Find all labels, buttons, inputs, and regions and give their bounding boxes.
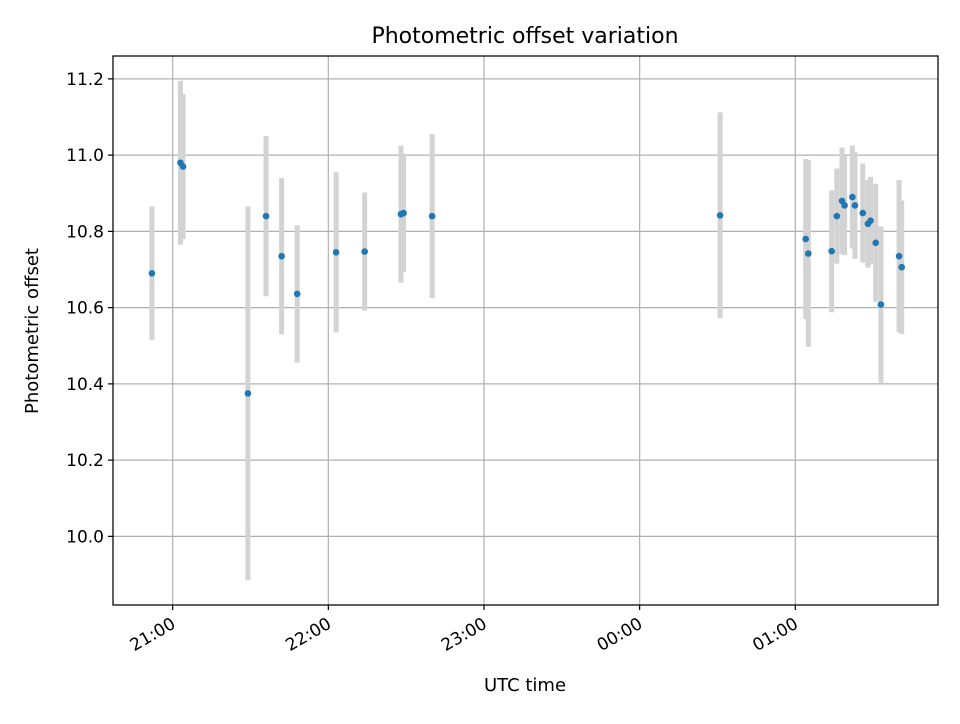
data-point	[332, 249, 340, 256]
y-tick-label: 10.6	[66, 299, 104, 319]
data-point	[802, 235, 809, 243]
data-point	[828, 247, 835, 255]
y-tick-label: 11.2	[66, 70, 104, 90]
data-point	[148, 270, 156, 277]
y-tick-label: 10.2	[66, 451, 104, 471]
data-point	[867, 217, 874, 224]
data-point	[716, 212, 724, 219]
y-tick-label: 10.0	[66, 527, 104, 547]
data-point	[895, 252, 903, 260]
plot-frame	[112, 55, 939, 606]
data-point	[179, 163, 187, 170]
data-point	[872, 239, 880, 247]
data-points	[148, 159, 905, 397]
data-point	[851, 202, 859, 209]
y-axis-label: Photometric offset	[22, 248, 43, 414]
data-point	[400, 209, 407, 217]
x-axis-label: UTC time	[484, 675, 566, 696]
data-point	[361, 248, 368, 255]
grid	[113, 56, 938, 605]
data-point	[804, 250, 812, 257]
chart-title: Photometric offset variation	[371, 24, 678, 49]
data-point	[293, 290, 301, 298]
data-point	[244, 390, 252, 397]
plot-area	[112, 55, 939, 606]
data-point	[833, 212, 841, 220]
y-tick-label: 10.8	[66, 222, 104, 242]
data-point	[841, 202, 848, 209]
data-point	[859, 209, 867, 217]
data-point	[278, 252, 285, 260]
y-axis: 10.0 10.2 10.4 10.6 10.8 11.0 11.2	[66, 70, 113, 547]
y-tick-label: 11.0	[66, 146, 104, 166]
plot-background	[113, 56, 938, 605]
data-point	[262, 212, 270, 220]
y-tick-label: 10.4	[66, 375, 104, 395]
data-point	[877, 301, 885, 308]
data-point	[849, 193, 856, 201]
data-point	[428, 212, 436, 220]
data-point	[898, 263, 905, 271]
